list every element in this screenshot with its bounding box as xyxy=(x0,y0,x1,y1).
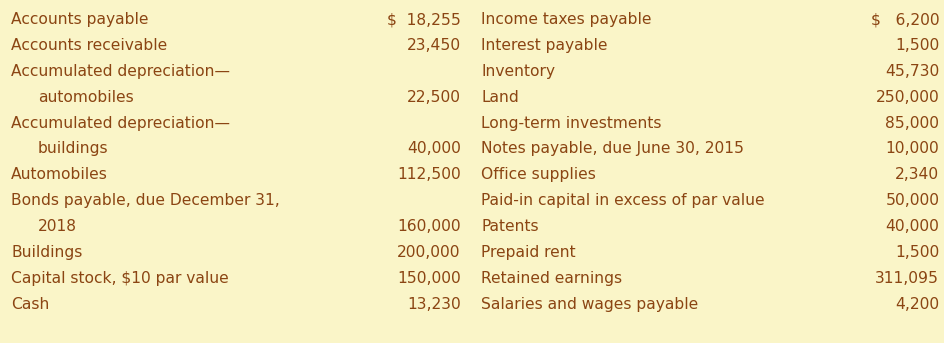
Text: Capital stock, $10 par value: Capital stock, $10 par value xyxy=(11,271,229,286)
Text: Interest payable: Interest payable xyxy=(481,38,608,53)
Text: 10,000: 10,000 xyxy=(885,142,939,156)
Text: Income taxes payable: Income taxes payable xyxy=(481,12,652,27)
Text: 13,230: 13,230 xyxy=(407,297,461,312)
Text: Buildings: Buildings xyxy=(11,245,83,260)
Text: 160,000: 160,000 xyxy=(397,219,461,234)
Text: 4,200: 4,200 xyxy=(895,297,939,312)
Text: Inventory: Inventory xyxy=(481,64,555,79)
Text: $   6,200: $ 6,200 xyxy=(870,12,939,27)
Text: $  18,255: $ 18,255 xyxy=(387,12,461,27)
Text: Prepaid rent: Prepaid rent xyxy=(481,245,576,260)
Text: 150,000: 150,000 xyxy=(396,271,461,286)
Text: 50,000: 50,000 xyxy=(885,193,939,208)
Text: 112,500: 112,500 xyxy=(396,167,461,182)
Text: Automobiles: Automobiles xyxy=(11,167,109,182)
Text: Accounts payable: Accounts payable xyxy=(11,12,149,27)
Text: 2018: 2018 xyxy=(38,219,76,234)
Text: Accumulated depreciation—: Accumulated depreciation— xyxy=(11,64,230,79)
Text: buildings: buildings xyxy=(38,142,109,156)
Text: 1,500: 1,500 xyxy=(895,245,939,260)
Text: Office supplies: Office supplies xyxy=(481,167,597,182)
Text: Retained earnings: Retained earnings xyxy=(481,271,622,286)
Text: Notes payable, due June 30, 2015: Notes payable, due June 30, 2015 xyxy=(481,142,745,156)
Text: Long-term investments: Long-term investments xyxy=(481,116,662,131)
Text: Accumulated depreciation—: Accumulated depreciation— xyxy=(11,116,230,131)
Text: Salaries and wages payable: Salaries and wages payable xyxy=(481,297,699,312)
Text: Patents: Patents xyxy=(481,219,539,234)
Text: Cash: Cash xyxy=(11,297,50,312)
Text: 23,450: 23,450 xyxy=(407,38,461,53)
Text: 85,000: 85,000 xyxy=(885,116,939,131)
Text: 22,500: 22,500 xyxy=(407,90,461,105)
Text: Land: Land xyxy=(481,90,519,105)
Text: 2,340: 2,340 xyxy=(895,167,939,182)
Text: Accounts receivable: Accounts receivable xyxy=(11,38,168,53)
Text: 311,095: 311,095 xyxy=(875,271,939,286)
Text: 200,000: 200,000 xyxy=(397,245,461,260)
Text: 1,500: 1,500 xyxy=(895,38,939,53)
Text: Paid-in capital in excess of par value: Paid-in capital in excess of par value xyxy=(481,193,765,208)
Text: 250,000: 250,000 xyxy=(875,90,939,105)
Text: automobiles: automobiles xyxy=(38,90,133,105)
Text: Bonds payable, due December 31,: Bonds payable, due December 31, xyxy=(11,193,280,208)
Text: 40,000: 40,000 xyxy=(885,219,939,234)
Text: 45,730: 45,730 xyxy=(885,64,939,79)
Text: 40,000: 40,000 xyxy=(407,142,461,156)
